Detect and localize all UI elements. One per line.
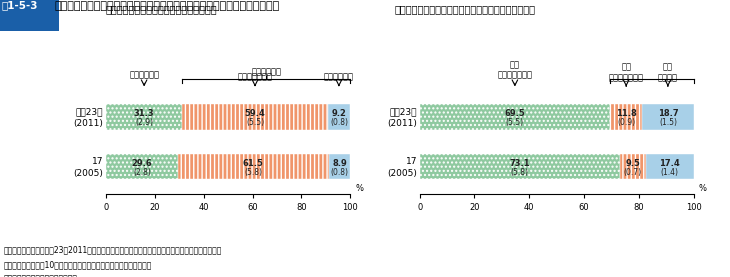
- Text: 69.5: 69.5: [504, 109, 526, 118]
- Text: 輸入
食用農林水産物: 輸入 食用農林水産物: [609, 63, 644, 82]
- Text: 18.7: 18.7: [658, 109, 678, 118]
- Bar: [328, 104, 350, 130]
- Bar: [328, 154, 350, 179]
- Text: (2005): (2005): [387, 168, 417, 178]
- Text: 資料：農林水産省「平成23（2011）年農林漁業及び関連産業を中心とした産業連関表」を基に作成: 資料：農林水産省「平成23（2011）年農林漁業及び関連産業を中心とした産業連関…: [4, 245, 222, 254]
- Text: 17: 17: [405, 157, 417, 166]
- Text: (2011): (2011): [387, 119, 417, 128]
- Bar: [182, 104, 328, 130]
- Text: 食品産業仕向: 食品産業仕向: [251, 67, 281, 76]
- Text: 29.6: 29.6: [131, 158, 153, 168]
- Text: 国産食用農林水産物の用途別仕向割合及び食品製造業の加工原材料調達割合: 国産食用農林水産物の用途別仕向割合及び食品製造業の加工原材料調達割合: [55, 1, 280, 11]
- Text: 9.2: 9.2: [331, 109, 346, 118]
- Text: （国産食用農林水産物の用途別仕向割合）: （国産食用農林水産物の用途別仕向割合）: [106, 4, 218, 14]
- Text: (5.8): (5.8): [511, 168, 529, 177]
- Text: (0.9): (0.9): [617, 118, 635, 127]
- Text: 9.5: 9.5: [626, 158, 640, 168]
- Text: 17.4: 17.4: [659, 158, 680, 168]
- Text: (0.8): (0.8): [330, 118, 348, 127]
- Text: 平成23年: 平成23年: [76, 107, 104, 116]
- Text: (5.5): (5.5): [246, 118, 264, 127]
- Bar: [642, 104, 694, 130]
- Text: 平成23年: 平成23年: [390, 107, 417, 116]
- Text: 61.5: 61.5: [243, 158, 264, 168]
- Text: (1.4): (1.4): [661, 168, 679, 177]
- Text: (5.5): (5.5): [506, 118, 524, 127]
- Text: 最終消費仕向: 最終消費仕向: [129, 70, 159, 79]
- Text: 外食産業仕向: 外食産業仕向: [324, 73, 354, 81]
- Bar: [106, 104, 182, 130]
- Text: 注：１）総務省儉10府省庁「産業連関表」を基に農林水産省で推計: 注：１）総務省儉10府省庁「産業連関表」を基に農林水産省で推計: [4, 260, 152, 269]
- Text: %: %: [356, 184, 364, 193]
- Bar: [106, 154, 178, 179]
- Text: (5.8): (5.8): [245, 168, 263, 177]
- Text: 59.4: 59.4: [245, 109, 266, 118]
- Text: 食品製造業仕向: 食品製造業仕向: [237, 73, 272, 81]
- Text: （食品製造業の加工原材料調達割合（国産・輸入））: （食品製造業の加工原材料調達割合（国産・輸入））: [394, 4, 535, 14]
- Text: (2.9): (2.9): [135, 118, 153, 127]
- Text: 31.3: 31.3: [134, 109, 155, 118]
- Text: 囱1-5-3: 囱1-5-3: [1, 1, 38, 11]
- Bar: [646, 154, 693, 179]
- Text: 8.9: 8.9: [332, 158, 347, 168]
- Text: (1.5): (1.5): [659, 118, 677, 127]
- Text: 73.1: 73.1: [510, 158, 530, 168]
- Text: (2.8): (2.8): [133, 168, 151, 177]
- Bar: [610, 104, 642, 130]
- Text: (0.8): (0.8): [331, 168, 348, 177]
- Text: (0.7): (0.7): [624, 168, 642, 177]
- Bar: [620, 154, 646, 179]
- Text: 11.8: 11.8: [616, 109, 637, 118]
- Text: (2005): (2005): [74, 168, 104, 178]
- Text: %: %: [699, 184, 707, 193]
- Text: 輸入
加工食品: 輸入 加工食品: [658, 63, 678, 82]
- Text: ２）（　）内は金額（兆円）: ２）（ ）内は金額（兆円）: [4, 274, 77, 277]
- Text: (2011): (2011): [74, 119, 104, 128]
- Text: 国産
食用農林水産物: 国産 食用農林水産物: [497, 60, 532, 79]
- Text: 17: 17: [92, 157, 104, 166]
- Bar: [420, 154, 620, 179]
- Bar: [420, 104, 610, 130]
- Bar: [178, 154, 328, 179]
